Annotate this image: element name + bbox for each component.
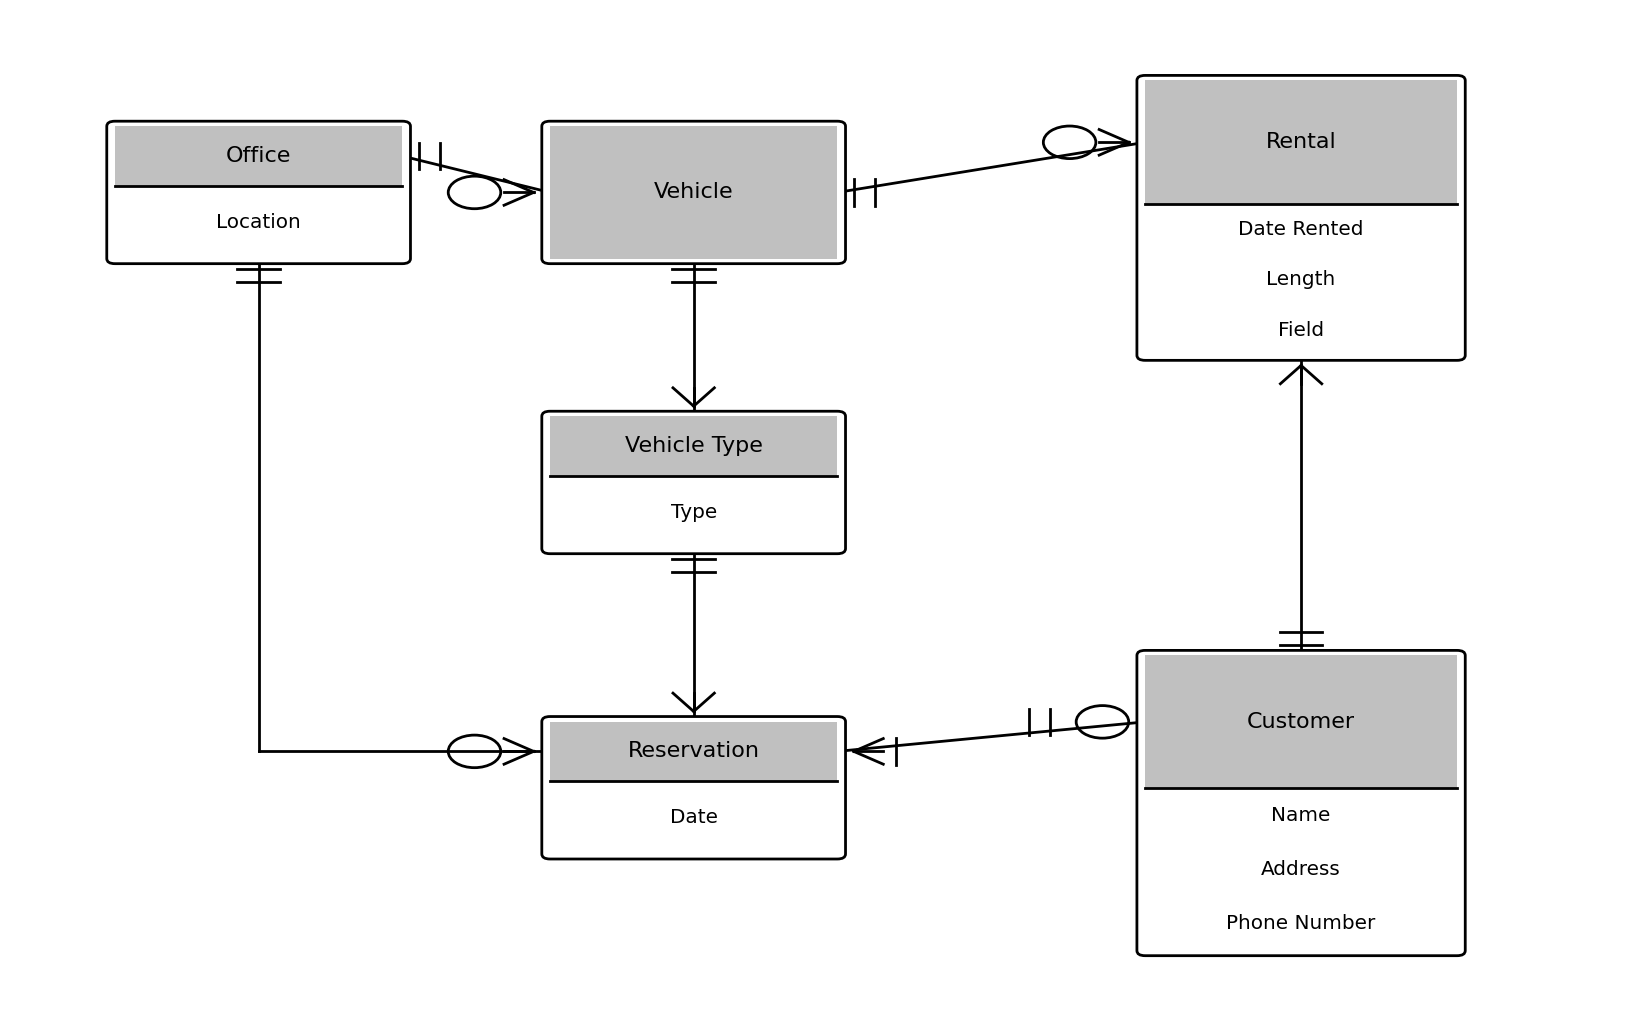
Bar xyxy=(549,417,837,476)
Text: Reservation: Reservation xyxy=(627,742,759,761)
Text: Date: Date xyxy=(670,808,718,827)
Text: Type: Type xyxy=(670,503,716,522)
FancyBboxPatch shape xyxy=(541,716,845,859)
Text: Location: Location xyxy=(216,212,300,232)
Bar xyxy=(1145,656,1457,788)
FancyBboxPatch shape xyxy=(541,411,845,554)
FancyBboxPatch shape xyxy=(1137,75,1465,360)
Text: Name: Name xyxy=(1272,805,1332,825)
Text: Vehicle Type: Vehicle Type xyxy=(625,436,762,457)
Text: Length: Length xyxy=(1267,270,1336,289)
Text: Vehicle: Vehicle xyxy=(653,183,734,202)
Bar xyxy=(1145,80,1457,204)
Text: Date Rented: Date Rented xyxy=(1239,220,1365,239)
FancyBboxPatch shape xyxy=(541,121,845,264)
Text: Address: Address xyxy=(1261,860,1341,879)
Text: Customer: Customer xyxy=(1247,712,1355,732)
Text: Office: Office xyxy=(226,146,292,166)
Text: Field: Field xyxy=(1279,320,1325,340)
Bar xyxy=(549,721,837,781)
Text: Phone Number: Phone Number xyxy=(1226,914,1376,933)
FancyBboxPatch shape xyxy=(1137,650,1465,955)
Bar xyxy=(116,126,403,186)
Bar xyxy=(549,126,837,259)
FancyBboxPatch shape xyxy=(107,121,411,264)
Text: Rental: Rental xyxy=(1266,132,1336,152)
